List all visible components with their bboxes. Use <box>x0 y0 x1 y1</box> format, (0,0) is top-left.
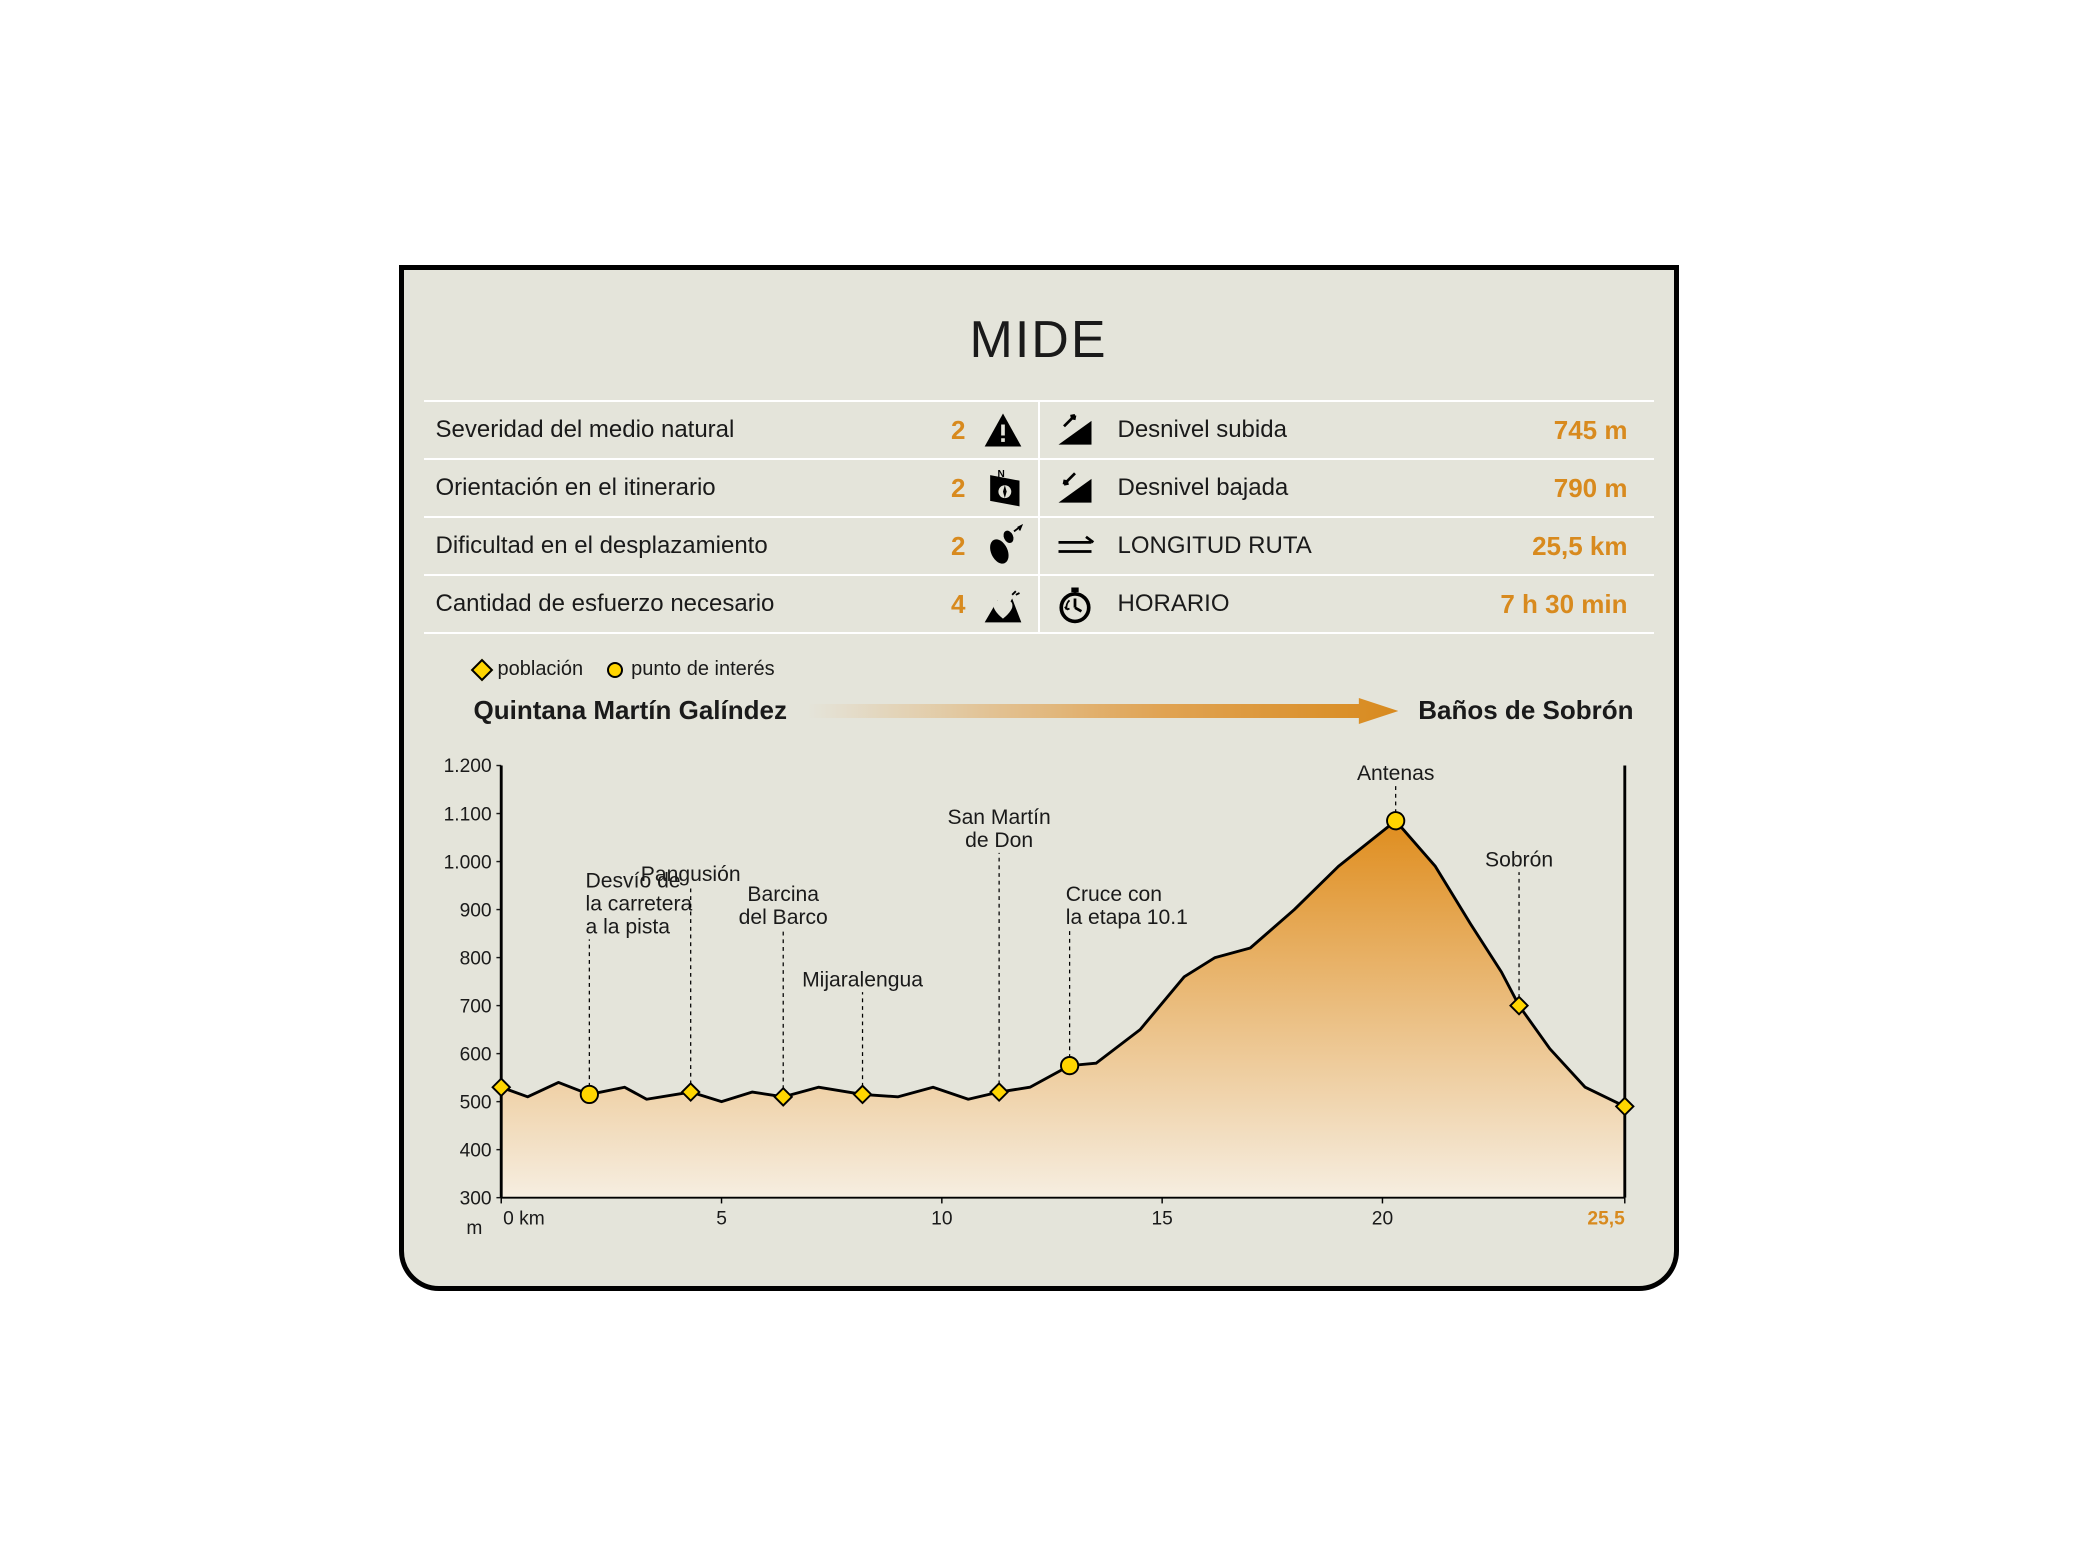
stopwatch-icon <box>1052 581 1098 627</box>
metric-label: HORARIO <box>1118 590 1464 618</box>
y-unit-label: m <box>466 1218 482 1239</box>
metrics-table: Severidad del medio natural 2 Orientació… <box>424 400 1654 634</box>
metric-label: Dificultad en el desplazamiento <box>436 532 912 560</box>
metric-value: 790 m <box>1478 473 1628 504</box>
metric-value: 7 h 30 min <box>1478 589 1628 620</box>
circle-icon <box>607 662 623 678</box>
y-tick-label: 300 <box>459 1188 491 1209</box>
marker-label: Barcinadel Barco <box>738 883 827 929</box>
elevation-chart-svg: 1.200 1.100 1.000 900 800 700 600 500 400 300 m 0 k… <box>434 736 1644 1256</box>
x-tick-label: 25,5 <box>1587 1209 1625 1230</box>
x-tick-label: 10 <box>931 1209 952 1230</box>
y-tick-label: 1.200 <box>443 756 491 777</box>
metric-row: HORARIO 7 h 30 min <box>1040 576 1654 634</box>
compass-flag-icon: N <box>980 465 1026 511</box>
x-tick-label: 0 km <box>503 1209 545 1230</box>
marker-circle-icon <box>1060 1057 1077 1074</box>
elevation-chart: 1.200 1.100 1.000 900 800 700 600 500 400 300 m 0 k… <box>434 736 1644 1256</box>
y-tick-label: 700 <box>459 996 491 1017</box>
mide-card: MIDE Severidad del medio natural 2 Orien… <box>399 265 1679 1291</box>
marker-circle-icon <box>1387 812 1404 829</box>
metric-label: Desnivel subida <box>1118 416 1464 444</box>
x-tick-label: 15 <box>1151 1209 1172 1230</box>
diamond-icon <box>470 658 493 681</box>
metric-row: Desnivel subida 745 m <box>1040 402 1654 460</box>
metric-row: Dificultad en el desplazamiento 2 <box>424 518 1038 576</box>
metric-value: 4 <box>926 589 966 620</box>
y-tick-label: 400 <box>459 1140 491 1161</box>
metrics-left-col: Severidad del medio natural 2 Orientació… <box>424 402 1040 634</box>
route-header: Quintana Martín Galíndez Baños de Sobrón <box>474 695 1634 726</box>
marker-label: Antenas <box>1356 762 1433 785</box>
y-tick-label: 900 <box>459 900 491 921</box>
metric-value: 2 <box>926 531 966 562</box>
x-tick-label: 5 <box>716 1209 727 1230</box>
marker-label: Cruce conla etapa 10.1 <box>1065 883 1187 929</box>
marker-label: Sobrón <box>1485 848 1553 871</box>
legend-poblacion-label: población <box>498 658 584 681</box>
metric-label: LONGITUD RUTA <box>1118 532 1464 560</box>
length-icon <box>1052 523 1098 569</box>
svg-text:N: N <box>997 469 1004 480</box>
footprint-icon <box>980 523 1026 569</box>
metric-value: 2 <box>926 473 966 504</box>
metric-value: 2 <box>926 415 966 446</box>
metric-row: LONGITUD RUTA 25,5 km <box>1040 518 1654 576</box>
y-tick-label: 500 <box>459 1092 491 1113</box>
metric-row: Severidad del medio natural 2 <box>424 402 1038 460</box>
y-tick-label: 600 <box>459 1044 491 1065</box>
metric-label: Severidad del medio natural <box>436 416 912 444</box>
metric-label: Cantidad de esfuerzo necesario <box>436 590 912 618</box>
legend-punto-label: punto de interés <box>631 658 774 681</box>
y-tick-label: 1.100 <box>443 804 491 825</box>
route-arrow-icon <box>807 698 1398 724</box>
metrics-right-col: Desnivel subida 745 m Desnivel bajada 79… <box>1040 402 1654 634</box>
marker-label: San Martínde Don <box>947 806 1050 852</box>
metric-row: Desnivel bajada 790 m <box>1040 460 1654 518</box>
y-tick-label: 1.000 <box>443 852 491 873</box>
descent-icon <box>1052 465 1098 511</box>
route-to: Baños de Sobrón <box>1418 695 1633 726</box>
marker-label: Mijaralengua <box>802 968 923 991</box>
marker-circle-icon <box>580 1086 597 1103</box>
warning-mountain-icon <box>980 407 1026 453</box>
route-from: Quintana Martín Galíndez <box>474 695 787 726</box>
metric-row: Orientación en el itinerario 2 N <box>424 460 1038 518</box>
metric-row: Cantidad de esfuerzo necesario 4 <box>424 576 1038 634</box>
metric-label: Orientación en el itinerario <box>436 474 912 502</box>
legend-punto: punto de interés <box>607 658 774 681</box>
chart-legend: población punto de interés <box>474 658 1654 681</box>
heart-mountain-icon <box>980 581 1026 627</box>
ascent-icon <box>1052 407 1098 453</box>
marker-label: Pangusión <box>640 863 740 886</box>
y-tick-label: 800 <box>459 948 491 969</box>
legend-poblacion: población <box>474 658 584 681</box>
metric-label: Desnivel bajada <box>1118 474 1464 502</box>
metric-value: 25,5 km <box>1478 531 1628 562</box>
x-tick-label: 20 <box>1371 1209 1392 1230</box>
metric-value: 745 m <box>1478 415 1628 446</box>
card-title: MIDE <box>424 310 1654 370</box>
